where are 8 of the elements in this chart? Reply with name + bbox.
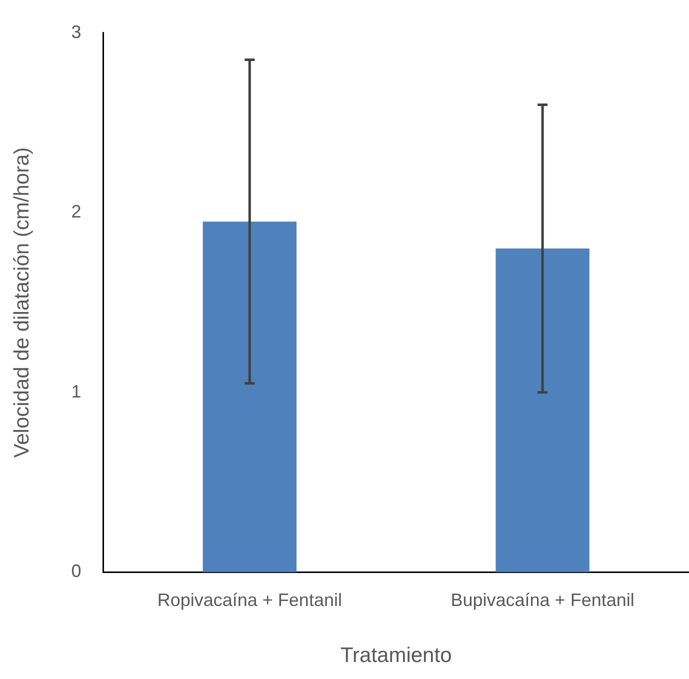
y-tick-label: 1	[71, 381, 82, 402]
x-tick-label: Ropivacaína + Fentanil	[157, 590, 342, 610]
x-axis-title: Tratamiento	[340, 644, 452, 668]
y-tick-label: 0	[71, 561, 82, 582]
x-tick-label: Bupivacaína + Fentanil	[450, 590, 634, 610]
y-axis-title: Velocidad de dilatación (cm/hora)	[10, 147, 34, 458]
y-tick-label: 3	[71, 22, 82, 42]
y-tick-label: 2	[71, 202, 82, 222]
